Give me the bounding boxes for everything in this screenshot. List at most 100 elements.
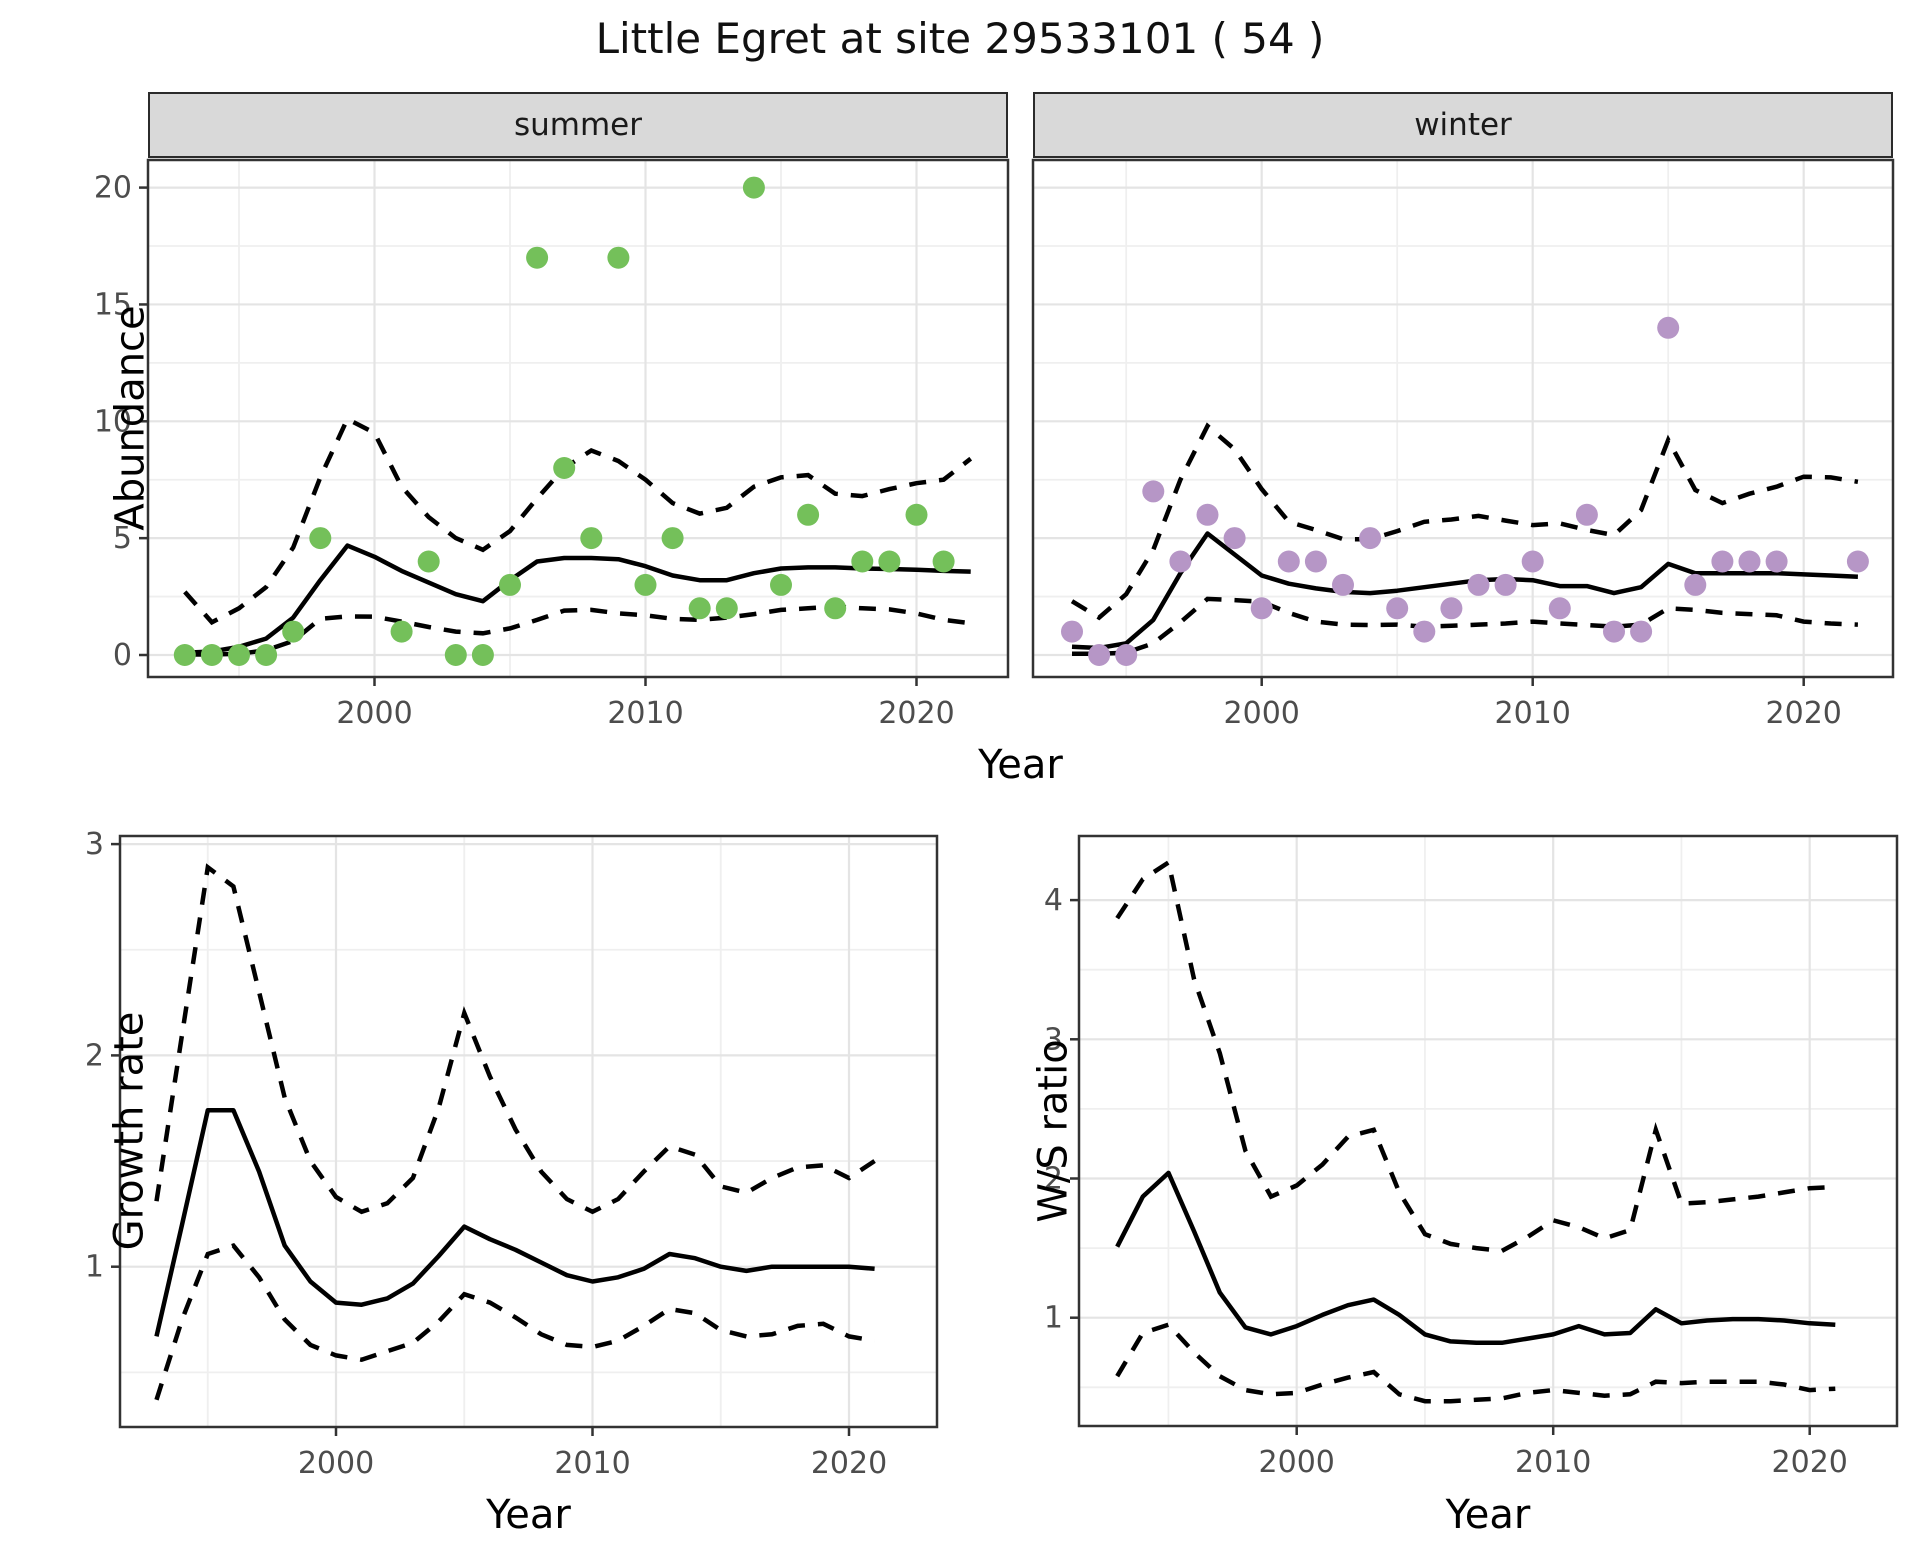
data-point-winter xyxy=(1142,480,1165,503)
panel-border xyxy=(1031,158,1895,679)
upper-ci-line xyxy=(1070,422,1859,621)
y-tick-label: 2 xyxy=(1044,1162,1063,1197)
data-point-winter xyxy=(1521,550,1544,573)
panel-plot-area-abundance-winter xyxy=(1033,160,1893,677)
data-point-summer xyxy=(634,573,657,596)
x-tick-label: 2000 xyxy=(1259,1445,1335,1480)
y-tick-label: 1 xyxy=(85,1250,104,1285)
data-point-winter xyxy=(1386,597,1409,620)
data-point-summer xyxy=(255,644,278,666)
facet-strip-summer-label: summer xyxy=(513,107,642,143)
x-tick-label: 2010 xyxy=(554,1446,630,1481)
x-tick-label: 2020 xyxy=(811,1446,887,1481)
x-tick-label: 2000 xyxy=(298,1446,374,1481)
y-axis-title-abundance: Abundance xyxy=(107,305,154,531)
data-point-summer xyxy=(932,550,955,573)
upper-ci-line xyxy=(154,863,876,1215)
data-point-summer xyxy=(417,550,440,573)
data-point-winter xyxy=(1738,550,1761,573)
y-tick-label: 0 xyxy=(113,638,132,673)
panel-border xyxy=(118,834,939,1429)
data-point-winter xyxy=(1332,573,1354,596)
data-point-summer xyxy=(173,644,196,666)
y-tick-label: 3 xyxy=(85,827,104,862)
data-point-winter xyxy=(1223,527,1246,550)
x-tick-label: 2000 xyxy=(1224,696,1300,731)
facet-strip-winter-label: winter xyxy=(1414,107,1512,143)
data-point-winter xyxy=(1846,550,1869,573)
y-tick-label: 4 xyxy=(1044,883,1063,918)
data-point-summer xyxy=(553,457,576,479)
y-tick-label: 20 xyxy=(94,171,132,206)
trend-line xyxy=(154,1108,875,1337)
data-point-winter xyxy=(1657,316,1680,339)
x-tick-label: 2020 xyxy=(878,696,954,731)
data-point-summer xyxy=(526,246,549,269)
data-point-summer xyxy=(715,597,738,620)
y-tick-label: 1 xyxy=(1044,1301,1063,1336)
data-point-summer xyxy=(607,246,630,269)
facet-strip-winter: winter xyxy=(1033,92,1893,158)
x-tick-label: 2000 xyxy=(336,696,412,731)
facet-strip-summer: summer xyxy=(148,92,1008,158)
data-point-winter xyxy=(1359,527,1382,550)
data-point-winter xyxy=(1413,620,1436,643)
data-point-winter xyxy=(1494,573,1517,596)
data-point-winter xyxy=(1603,620,1625,643)
data-point-summer xyxy=(282,620,305,643)
panel-plot-area-growth-rate xyxy=(120,836,937,1427)
data-point-winter xyxy=(1277,550,1300,573)
y-tick-label: 3 xyxy=(1044,1022,1063,1057)
y-axis-title-ws-ratio: W/S ratio xyxy=(1030,1039,1077,1223)
data-point-summer xyxy=(770,573,792,596)
x-axis-title-year-growth: Year xyxy=(486,1492,571,1538)
data-point-summer xyxy=(878,550,901,573)
x-tick-label: 2020 xyxy=(1766,696,1842,731)
trend-line xyxy=(1115,1170,1836,1346)
x-tick-label: 2010 xyxy=(1495,696,1571,731)
panel-abundance-summer: 0 5 10 15 20 2000 2010 2020 xyxy=(94,158,1010,731)
y-axis-title-growth-rate: Growth rate xyxy=(106,1011,153,1251)
lower-ci-line xyxy=(154,1242,875,1401)
y-tick-label: 10 xyxy=(94,404,132,439)
data-point-winter xyxy=(1630,620,1653,643)
data-point-winter xyxy=(1196,503,1219,526)
y-tick-label: 15 xyxy=(94,287,132,322)
data-point-summer xyxy=(661,527,684,550)
data-point-winter xyxy=(1575,503,1598,526)
data-point-winter xyxy=(1115,644,1138,666)
panel-plot-area-ws-ratio xyxy=(1079,836,1897,1426)
data-point-summer xyxy=(797,503,820,526)
data-point-winter xyxy=(1684,573,1707,596)
x-tick-label: 2010 xyxy=(1515,1445,1591,1480)
data-point-winter xyxy=(1304,550,1327,573)
data-point-summer xyxy=(688,597,711,620)
x-tick-label: 2010 xyxy=(607,696,683,731)
data-point-summer xyxy=(309,527,332,550)
data-point-summer xyxy=(742,176,765,199)
x-tick-label: 2020 xyxy=(1772,1445,1848,1480)
panel-border xyxy=(146,158,1010,679)
data-point-summer xyxy=(905,503,928,526)
upper-ci-line xyxy=(1115,858,1836,1254)
panel-ws-ratio: 1 2 3 4 2000 2010 2020 xyxy=(1044,834,1899,1480)
panel-growth-rate: 1 2 3 2000 2010 2020 xyxy=(85,827,939,1481)
data-point-summer xyxy=(471,644,494,666)
panel-border xyxy=(1077,834,1899,1428)
panel-abundance-winter: 2000 2010 2020 xyxy=(1031,158,1895,731)
data-point-winter xyxy=(1169,550,1192,573)
data-point-winter xyxy=(1467,573,1490,596)
trend-line xyxy=(1071,531,1858,651)
data-point-summer xyxy=(824,597,847,620)
data-point-summer xyxy=(851,550,874,573)
panel-plot-area-abundance-summer xyxy=(148,160,1008,677)
data-point-winter xyxy=(1250,597,1273,620)
x-axis-title-year-ws: Year xyxy=(1445,1492,1531,1538)
upper-ci-line xyxy=(183,415,973,626)
data-point-summer xyxy=(499,573,521,596)
data-point-winter xyxy=(1061,620,1083,643)
data-point-winter xyxy=(1765,550,1788,573)
data-point-summer xyxy=(200,644,223,666)
